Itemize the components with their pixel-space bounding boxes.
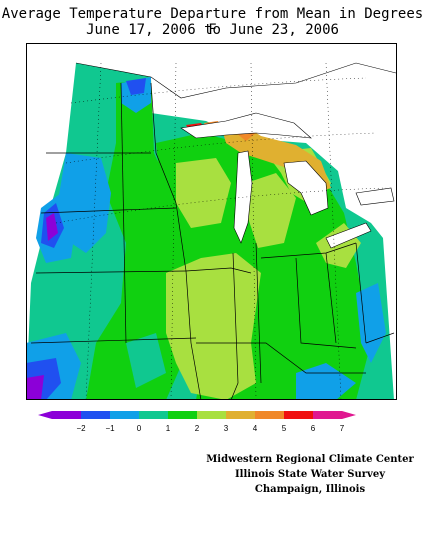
legend-tick-label: 5	[282, 424, 287, 433]
great-lakes	[180, 112, 395, 249]
legend-swatch	[81, 411, 110, 419]
lake-superior	[180, 112, 312, 139]
graticule	[55, 62, 387, 400]
legend-swatch	[110, 411, 139, 419]
map-border	[26, 43, 397, 400]
legend-tick-label: 4	[253, 424, 258, 433]
lake-huron	[283, 160, 329, 216]
state-boundaries	[30, 82, 395, 400]
legend-swatch	[226, 411, 255, 419]
legend-arrow-high	[342, 411, 356, 419]
legend-tick-label: −2	[76, 424, 86, 433]
border-line	[75, 62, 397, 99]
legend-arrow-low	[38, 411, 52, 419]
lake-michigan	[233, 150, 253, 244]
legend-tick-label: 1	[166, 424, 171, 433]
legend-swatch	[168, 411, 197, 419]
lake-ontario	[355, 187, 395, 206]
legend-swatch	[284, 411, 313, 419]
color-legend: −2 −1 0 1 2 3 4 5 6 7	[38, 411, 356, 433]
temperature-departure-map	[26, 43, 397, 400]
legend-swatch	[313, 411, 342, 419]
legend-swatch	[197, 411, 226, 419]
legend-tick-label: 2	[195, 424, 200, 433]
credit-location: Champaign, Illinois	[254, 484, 366, 495]
legend-tick-label: 7	[340, 424, 345, 433]
legend-tick-label: 0	[137, 424, 142, 433]
legend-swatch	[255, 411, 284, 419]
lake-erie	[325, 222, 372, 249]
legend-tick-label: 6	[311, 424, 316, 433]
legend-tick-label: −1	[105, 424, 115, 433]
legend-tick-label: 3	[224, 424, 229, 433]
map-data-area	[26, 63, 394, 400]
credit-center: Midwestern Regional Climate Center	[206, 454, 414, 465]
legend-swatch	[139, 411, 168, 419]
map-title: Average Temperature Departure from Mean …	[1, 6, 424, 38]
legend-swatch	[52, 411, 81, 419]
map-date-range: June 17, 2006 to June 23, 2006	[86, 22, 339, 38]
credit-survey: Illinois State Water Survey	[234, 469, 386, 480]
